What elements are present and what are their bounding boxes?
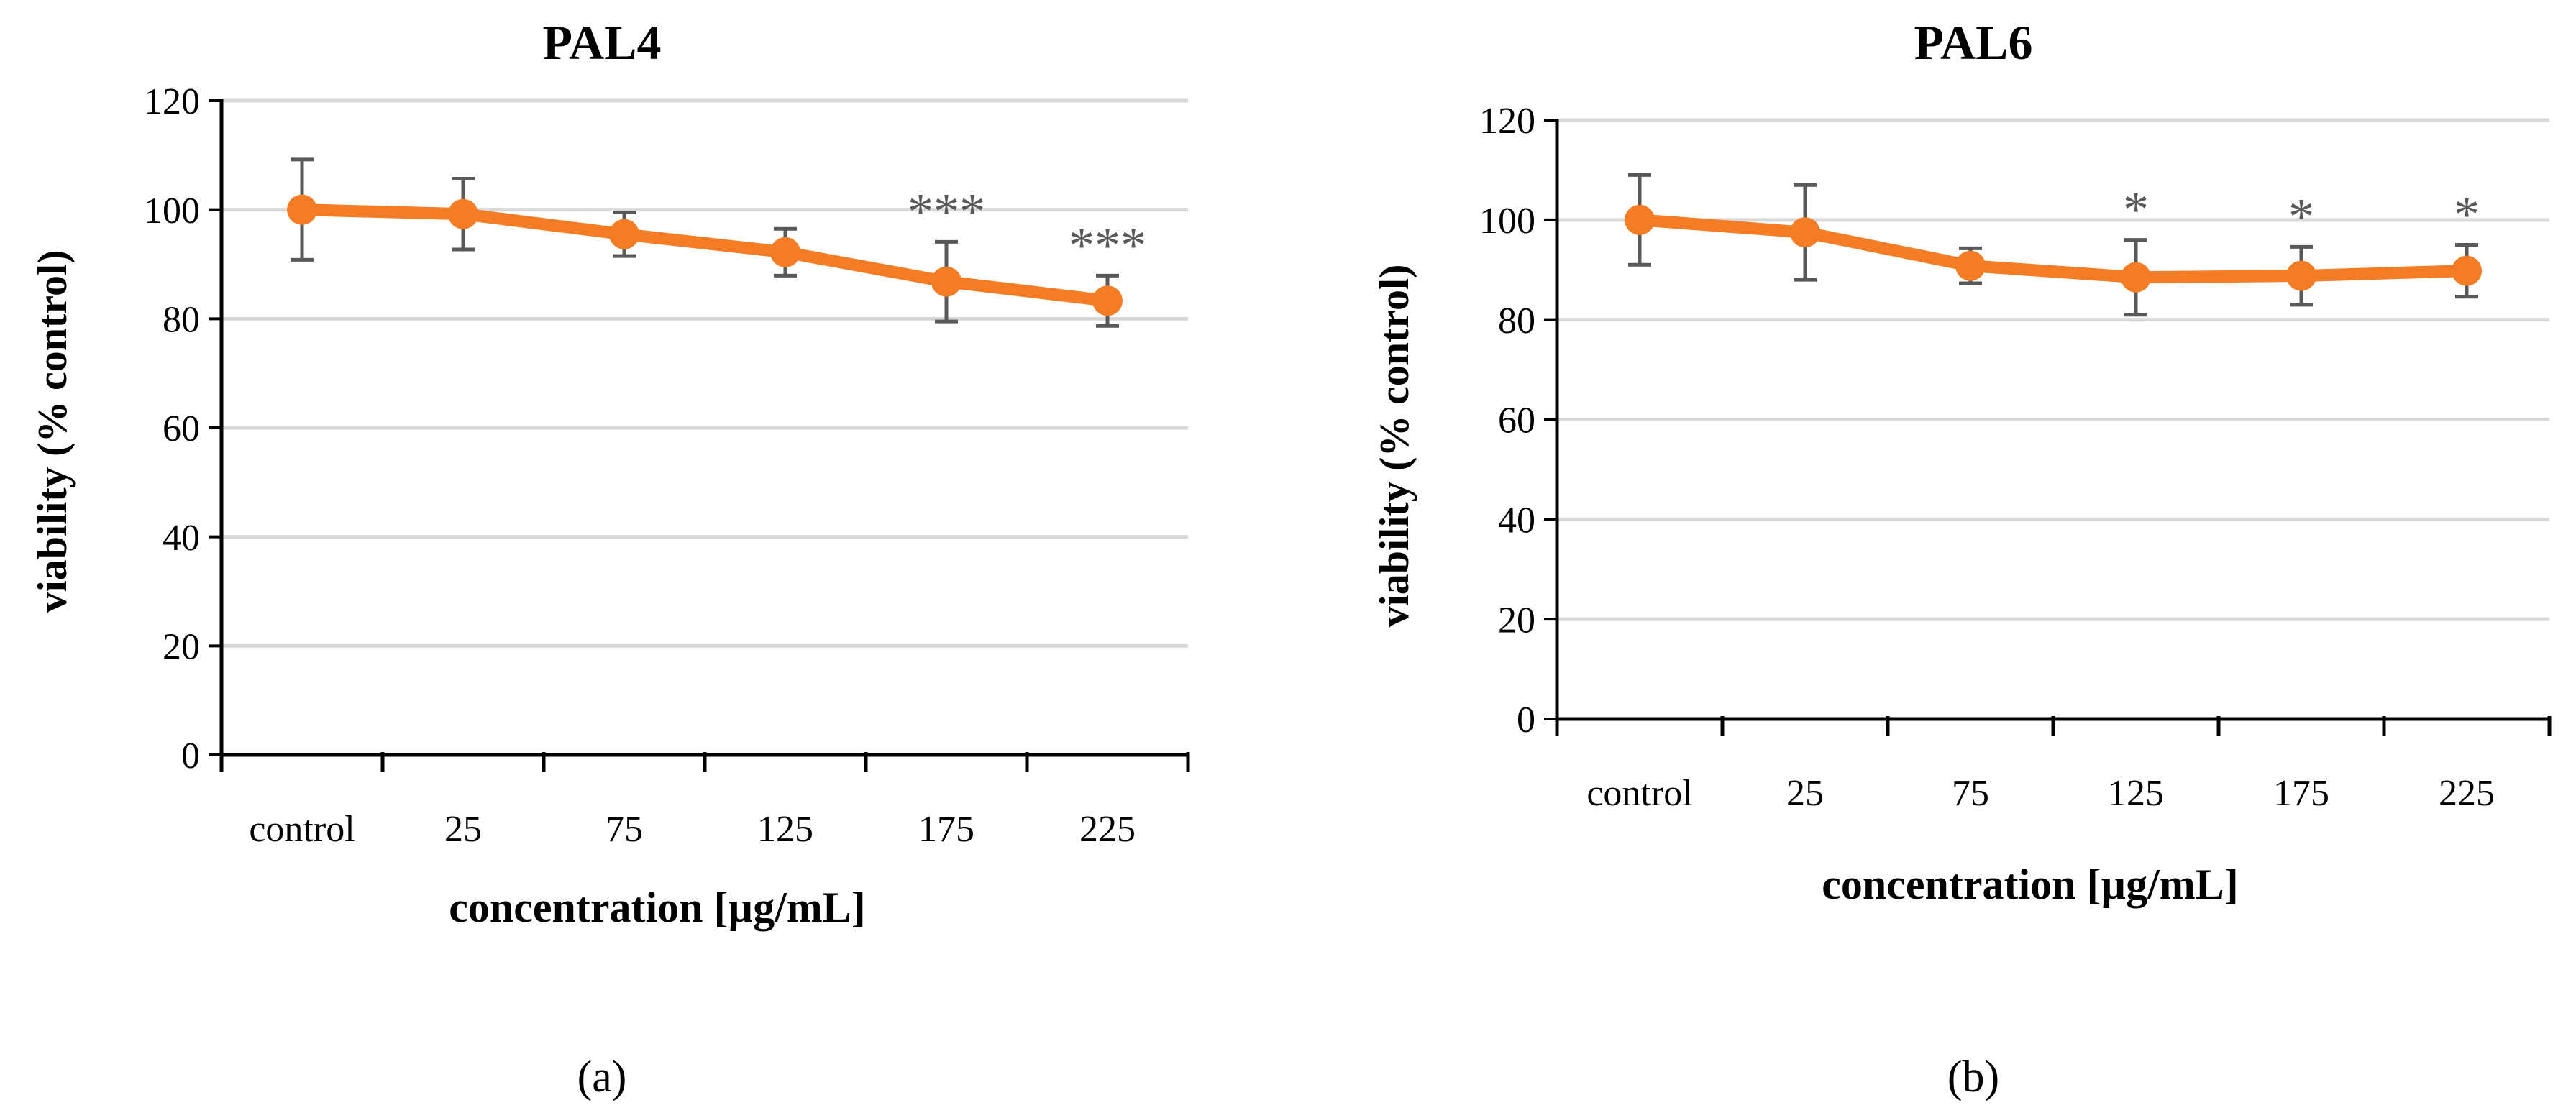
x-axis-label: concentration [µg/mL] bbox=[449, 884, 865, 931]
y-tick-label: 100 bbox=[1479, 201, 1535, 242]
tick-labels: 0 20 40 60 80 100 120 control 25 75 125 175 225 bbox=[144, 81, 1136, 850]
data-point bbox=[609, 219, 639, 249]
y-tick-label: 60 bbox=[163, 408, 200, 449]
x-tick-label: 75 bbox=[1952, 773, 1989, 814]
x-tick-label: control bbox=[1586, 773, 1692, 814]
significance-label: *** bbox=[1069, 216, 1146, 274]
y-tick-label: 20 bbox=[1498, 600, 1535, 641]
gridlines bbox=[221, 98, 1188, 648]
data-point bbox=[1625, 204, 1655, 235]
gridlines bbox=[1557, 118, 2549, 621]
x-tick-label: control bbox=[249, 809, 355, 850]
y-tick-label: 100 bbox=[144, 191, 200, 232]
data-point bbox=[1092, 285, 1123, 316]
x-tick-label: 125 bbox=[2108, 773, 2164, 814]
data-point bbox=[448, 198, 478, 229]
panel-label: (a) bbox=[577, 1053, 627, 1101]
y-tick-label: 0 bbox=[1517, 700, 1535, 741]
data-point bbox=[2452, 255, 2482, 286]
data-point bbox=[1790, 217, 1820, 248]
y-tick-label: 120 bbox=[144, 81, 200, 122]
chart-title: PAL4 bbox=[543, 15, 662, 70]
tick-labels: 0 20 40 60 80 100 120 control 25 75 125 175 225 bbox=[1479, 101, 2495, 814]
y-tick-label: 40 bbox=[163, 518, 200, 559]
x-axis-label: concentration [µg/mL] bbox=[1822, 861, 2238, 908]
y-axis-label: viability (% control) bbox=[29, 250, 76, 613]
y-tick-label: 80 bbox=[1498, 301, 1535, 342]
series-group: * * * bbox=[1625, 173, 2482, 317]
x-tick-label: 175 bbox=[2273, 773, 2329, 814]
x-tick-label: 125 bbox=[757, 809, 813, 850]
x-tick-label: 175 bbox=[918, 809, 974, 850]
chart-title: PAL6 bbox=[1914, 15, 2033, 70]
chart-pal6: PAL6 viability (% control) concentration… bbox=[1371, 15, 2552, 1101]
significance-label: * bbox=[2288, 188, 2314, 245]
data-point bbox=[2286, 260, 2316, 291]
x-tick-label: 25 bbox=[1786, 773, 1824, 814]
data-point bbox=[1955, 250, 1986, 281]
series-group: *** *** bbox=[287, 157, 1146, 328]
panel-label: (b) bbox=[1947, 1053, 1999, 1101]
x-tick-label: 225 bbox=[2439, 773, 2495, 814]
data-point bbox=[2121, 262, 2151, 293]
data-point bbox=[770, 237, 800, 267]
axes bbox=[1544, 119, 2552, 736]
y-axis-label: viability (% control) bbox=[1371, 265, 1417, 628]
y-tick-label: 60 bbox=[1498, 400, 1535, 441]
series-line bbox=[296, 203, 1114, 307]
significance-label: * bbox=[2123, 181, 2149, 239]
series-line bbox=[1633, 214, 2473, 284]
significance-label: * bbox=[2454, 186, 2480, 244]
data-point bbox=[287, 194, 317, 225]
y-tick-label: 0 bbox=[181, 736, 200, 776]
x-tick-label: 25 bbox=[444, 809, 482, 850]
y-tick-label: 40 bbox=[1498, 500, 1535, 541]
x-tick-label: 225 bbox=[1079, 809, 1136, 850]
significance-label: *** bbox=[908, 183, 985, 240]
y-tick-label: 20 bbox=[163, 627, 200, 668]
data-point bbox=[931, 266, 962, 297]
axes bbox=[209, 99, 1190, 772]
y-tick-label: 80 bbox=[163, 300, 200, 341]
chart-pal4: PAL4 viability (% control) concentration… bbox=[29, 15, 1190, 1101]
y-tick-label: 120 bbox=[1479, 101, 1535, 142]
x-tick-label: 75 bbox=[606, 809, 643, 850]
